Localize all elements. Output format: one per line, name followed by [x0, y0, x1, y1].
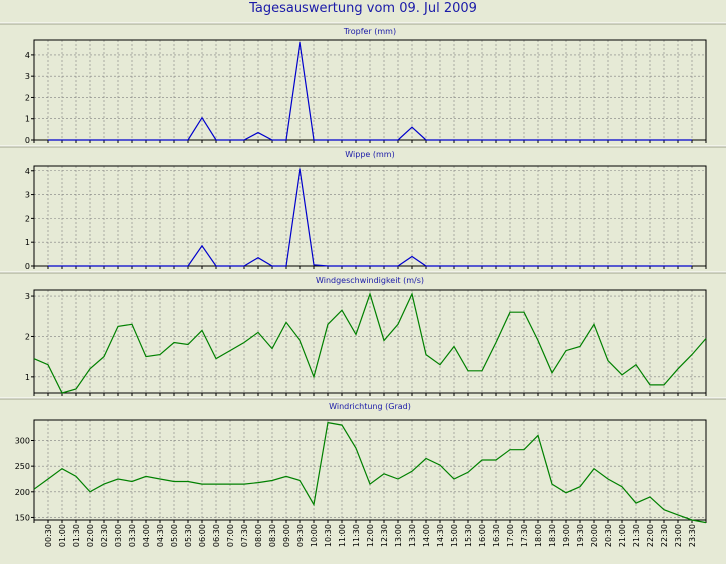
- y-tick-label: 3: [25, 191, 30, 200]
- chart-title: Windrichtung (Grad): [329, 402, 411, 411]
- x-tick-label: 08:00: [254, 524, 263, 547]
- plot-frame: [33, 419, 707, 521]
- x-tick-label: 22:00: [646, 524, 655, 547]
- x-tick-label: 21:30: [632, 524, 641, 547]
- x-tick-label: 01:30: [72, 524, 81, 547]
- x-tick-label: 16:30: [492, 524, 501, 547]
- chart-title: Windgeschwindigkeit (m/s): [316, 276, 424, 285]
- x-tick-label: 12:30: [380, 524, 389, 547]
- x-tick-label: 13:30: [408, 524, 417, 547]
- y-tick-label: 0: [25, 262, 30, 271]
- y-tick-label: 1: [25, 238, 30, 247]
- y-tick-label: 1: [25, 115, 30, 124]
- x-tick-label: 01:00: [58, 524, 67, 547]
- x-tick-label: 07:00: [226, 524, 235, 547]
- y-tick-label: 2: [25, 93, 30, 102]
- x-tick-label: 23:30: [688, 524, 697, 547]
- x-tick-label: 06:30: [212, 524, 221, 547]
- x-tick-label: 09:00: [282, 524, 291, 547]
- chart-title: Wippe (mm): [345, 150, 394, 159]
- x-tick-label: 02:30: [100, 524, 109, 547]
- x-tick-label: 13:00: [394, 524, 403, 547]
- x-tick-label: 14:30: [436, 524, 445, 547]
- x-tick-label: 17:30: [520, 524, 529, 547]
- page-title: Tagesauswertung vom 09. Jul 2009: [249, 1, 477, 16]
- plot-frame: [33, 289, 707, 394]
- x-tick-label: 05:00: [170, 524, 179, 547]
- x-tick-label: 23:00: [674, 524, 683, 547]
- x-tick-label: 21:00: [618, 524, 627, 547]
- y-tick-label: 150: [15, 513, 30, 522]
- x-tick-label: 04:00: [142, 524, 151, 547]
- y-tick-label: 300: [15, 437, 30, 446]
- y-tick-label: 4: [25, 51, 30, 60]
- x-tick-label: 15:30: [464, 524, 473, 547]
- x-tick-label: 11:30: [352, 524, 361, 547]
- x-tick-label: 03:00: [114, 524, 123, 547]
- x-tick-label: 10:30: [324, 524, 333, 547]
- x-tick-label: 09:30: [296, 524, 305, 547]
- x-tick-label: 17:00: [506, 524, 515, 547]
- x-tick-label: 05:30: [184, 524, 193, 547]
- x-tick-label: 06:00: [198, 524, 207, 547]
- x-tick-label: 14:00: [422, 524, 431, 547]
- x-tick-label: 10:00: [310, 524, 319, 547]
- x-tick-label: 03:30: [128, 524, 137, 547]
- x-tick-label: 18:30: [548, 524, 557, 547]
- x-tick-label: 18:00: [534, 524, 543, 547]
- y-tick-label: 3: [25, 292, 30, 301]
- y-tick-label: 200: [15, 488, 30, 497]
- y-tick-label: 2: [25, 214, 30, 223]
- plot-area: [34, 290, 706, 393]
- y-tick-label: 0: [25, 136, 30, 145]
- x-tick-label: 15:00: [450, 524, 459, 547]
- x-tick-label: 04:30: [156, 524, 165, 547]
- x-tick-label: 20:00: [590, 524, 599, 547]
- x-tick-label: 08:30: [268, 524, 277, 547]
- x-tick-label: 00:30: [44, 524, 53, 547]
- x-tick-label: 11:00: [338, 524, 347, 547]
- y-tick-label: 2: [25, 332, 30, 341]
- y-tick-label: 250: [15, 462, 30, 471]
- y-tick-label: 1: [25, 373, 30, 382]
- chart-panel-2: Wippe (mm) 0 1 2 3 4: [0, 145, 726, 271]
- x-tick-label: 12:00: [366, 524, 375, 547]
- chart-panel-4: Windrichtung (Grad) 150 200 250 300: [0, 397, 726, 524]
- y-tick-label: 3: [25, 72, 30, 81]
- x-tick-label: 19:00: [562, 524, 571, 547]
- x-tick-label: 02:00: [86, 524, 95, 547]
- x-tick-label: 20:30: [604, 524, 613, 547]
- x-tick-label: 22:30: [660, 524, 669, 547]
- chart-panel-3: Windgeschwindigkeit (m/s) 1 2 3: [0, 271, 726, 396]
- x-tick-label: 07:30: [240, 524, 249, 547]
- chart-title: Tropfer (mm): [343, 27, 396, 36]
- x-tick-label: 16:00: [478, 524, 487, 547]
- x-tick-label: 19:30: [576, 524, 585, 547]
- series-line: [33, 292, 707, 394]
- x-axis-labels: 00:30 01:00 01:30 02:00 02:30 03:00 03:30 04:00…: [44, 524, 697, 547]
- chart-panel-1: Tropfer (mm) 0 1 2 3 4: [0, 22, 726, 145]
- y-tick-label: 4: [25, 167, 30, 176]
